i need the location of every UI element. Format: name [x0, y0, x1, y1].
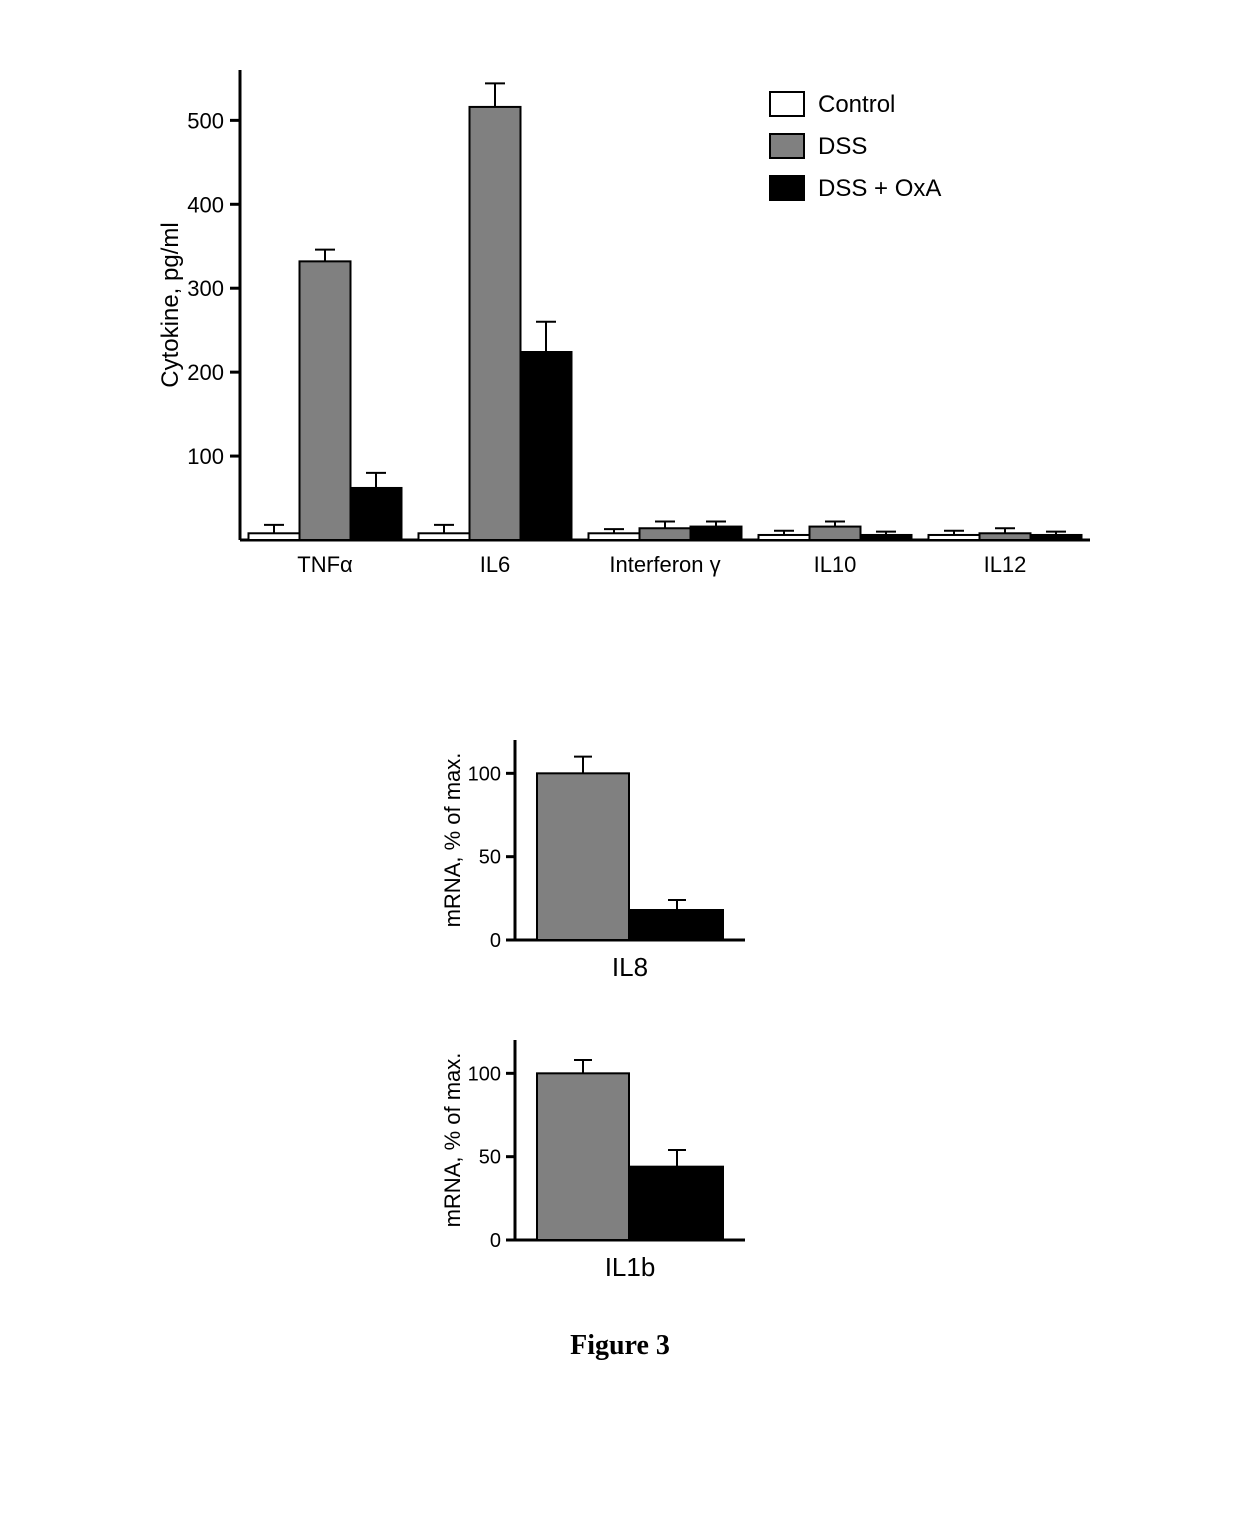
x-category-label: IL6 [480, 552, 511, 577]
bar [351, 488, 402, 540]
legend: Control DSS DSS + OxA [770, 91, 941, 202]
bar [521, 352, 572, 540]
y-tick-label: 300 [187, 276, 224, 301]
y-tick-label: 400 [187, 192, 224, 217]
y-tick-label: 50 [479, 847, 501, 869]
legend-swatch [770, 134, 804, 158]
legend-label: DSS [818, 133, 867, 160]
bar [631, 910, 723, 940]
y-tick-label: 0 [490, 1230, 501, 1252]
y-tick-label: 100 [468, 763, 501, 785]
y-tick-label: 100 [187, 444, 224, 469]
y-tick-label: 500 [187, 108, 224, 133]
bar [419, 533, 470, 540]
bar [470, 107, 521, 540]
il8-mrna-chart: 0 50 100mRNA, % of max. IL8 [430, 720, 770, 1000]
bar [810, 527, 861, 540]
legend-label: DSS + OxA [818, 175, 941, 202]
x-axis-label: IL8 [612, 952, 648, 982]
legend-label: Control [818, 91, 895, 118]
bar [640, 528, 691, 540]
y-axis-label: Cytokine, pg/ml [157, 222, 184, 387]
bar [537, 1073, 629, 1240]
bar [980, 533, 1031, 540]
bar [861, 535, 912, 540]
bar [589, 533, 640, 540]
y-tick-label: 100 [468, 1063, 501, 1085]
bar [929, 535, 980, 540]
y-tick-label: 200 [187, 360, 224, 385]
y-axis-label: mRNA, % of max. [440, 1053, 465, 1228]
bar [537, 773, 629, 940]
y-tick-label: 0 [490, 930, 501, 952]
bar [691, 527, 742, 540]
x-category-label: Interferon γ [609, 552, 720, 577]
cytokine-bar-chart: 100 200 300 400 500 Cytokine, pg/ml TNFα IL6 Int… [150, 40, 1130, 640]
x-category-label: IL12 [984, 552, 1027, 577]
page: 100200300400500Cytokine, pg/mlTNFαIL6Int… [0, 0, 1240, 1539]
legend-swatch [770, 176, 804, 200]
legend-swatch [770, 92, 804, 116]
y-axis-label: mRNA, % of max. [440, 753, 465, 928]
figure-caption: Figure 3 [0, 1330, 1240, 1362]
x-category-label: IL10 [814, 552, 857, 577]
il1b-mrna-chart: 0 50 100mRNA, % of max. IL1b [430, 1020, 770, 1300]
bar [300, 261, 351, 540]
x-axis-label: IL1b [605, 1252, 656, 1282]
bar [759, 535, 810, 540]
x-category-label: TNFα [297, 552, 353, 577]
bar [249, 533, 300, 540]
y-tick-label: 50 [479, 1147, 501, 1169]
bar [631, 1167, 723, 1240]
bar [1031, 535, 1082, 540]
